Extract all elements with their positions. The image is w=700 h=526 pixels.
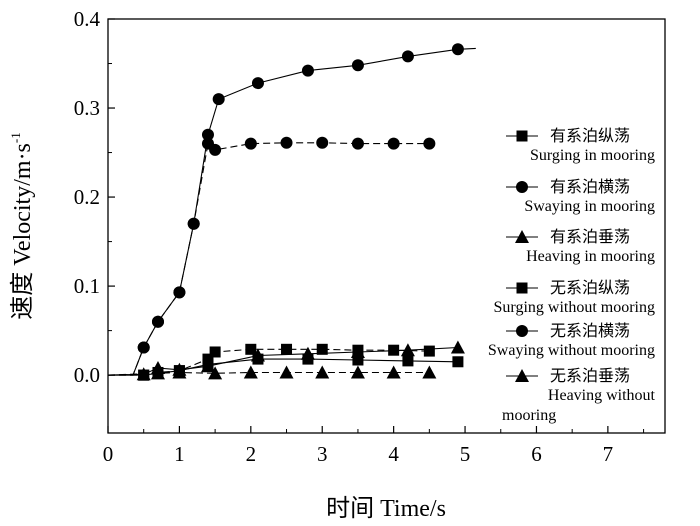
data-point (243, 365, 258, 379)
x-tick-label: 0 (103, 442, 114, 466)
y-axis-title-group: 速度 Velocity/m·s-1 (8, 132, 36, 320)
series-line (107, 371, 430, 376)
series-line (108, 142, 430, 376)
legend-label-en: Heaving without (548, 387, 656, 404)
data-point (351, 137, 364, 150)
legend-label-en: Surging in mooring (530, 147, 655, 164)
legend-label-cn: 无系泊横荡 (550, 322, 630, 340)
y-axis-title: 速度 Velocity/m·s-1 (8, 132, 36, 320)
x-tick-label: 3 (317, 442, 328, 466)
series-line (108, 47, 476, 376)
legend-label-en: Heaving in mooring (526, 248, 655, 265)
data-point (212, 93, 225, 106)
data-point (351, 59, 364, 72)
data-point (350, 365, 365, 379)
data-point (251, 77, 264, 90)
series-line (107, 346, 458, 376)
data-point (209, 346, 221, 358)
x-tick-label: 2 (246, 442, 257, 466)
x-tick-label: 6 (531, 442, 542, 466)
y-tick-label: 0.0 (74, 363, 100, 387)
legend-label-en-2: mooring (502, 407, 556, 424)
legend: 有系泊纵荡 Surging in mooring 有系泊横荡 Swaying in m… (488, 127, 656, 424)
legend-label-en: Swaying in mooring (524, 198, 655, 215)
legend-marker (516, 282, 528, 294)
data-point (151, 315, 164, 328)
y-tick-label: 0.1 (74, 274, 100, 298)
data-point (387, 137, 400, 150)
series-lines (107, 47, 476, 376)
data-point (401, 50, 414, 63)
data-point (250, 348, 265, 362)
data-point (423, 345, 435, 357)
data-point (451, 43, 464, 56)
x-tick-label: 7 (603, 442, 614, 466)
data-point (315, 365, 330, 379)
x-tick-label: 4 (388, 442, 399, 466)
data-point (386, 365, 401, 379)
legend-label-cn: 无系泊垂荡 (550, 367, 630, 385)
data-point (280, 136, 293, 149)
data-point (245, 343, 257, 355)
data-point (422, 365, 437, 379)
legend-marker (515, 230, 529, 243)
series-line (108, 358, 458, 376)
plot-frame (107, 18, 666, 434)
x-tick-label: 5 (460, 442, 471, 466)
data-point (300, 346, 315, 360)
legend-label-cn: 无系泊纵荡 (550, 279, 630, 297)
legend-marker (516, 325, 528, 337)
data-point (279, 365, 294, 379)
data-point (173, 286, 186, 299)
data-point (388, 344, 400, 356)
legend-label-en: Swaying without mooring (488, 342, 655, 359)
legend-label-en: Surging without mooring (494, 299, 656, 316)
data-point (450, 340, 465, 354)
data-point (423, 137, 436, 150)
x-axis: 0 1 2 3 4 5 6 7 (103, 426, 645, 466)
data-point (172, 362, 187, 376)
data-point (244, 137, 257, 150)
data-point (452, 356, 464, 368)
data-point (208, 366, 223, 380)
series-markers (136, 43, 465, 381)
data-point (150, 361, 165, 375)
data-point (136, 367, 151, 381)
legend-marker (516, 130, 528, 142)
legend-marker (515, 369, 529, 382)
y-tick-label: 0.2 (74, 185, 100, 209)
y-axis: 0.0 0.1 0.2 0.3 0.4 (74, 7, 115, 387)
y-axis-title-superscript: -1 (8, 132, 23, 143)
legend-marker (516, 181, 528, 193)
data-point (402, 355, 414, 367)
data-point (201, 128, 214, 141)
y-axis-title-main: 速度 Velocity/m·s (9, 143, 36, 320)
y-tick-label: 0.4 (74, 7, 101, 31)
data-point (281, 343, 293, 355)
data-point (350, 344, 365, 358)
data-point (187, 217, 200, 230)
x-axis-title: 时间 Time/s (326, 495, 446, 522)
data-point (400, 343, 415, 357)
data-point (316, 136, 329, 149)
legend-label-cn: 有系泊纵荡 (550, 127, 630, 145)
data-point (200, 359, 215, 373)
data-point (352, 354, 364, 366)
data-point (137, 341, 150, 354)
legend-label-cn: 有系泊垂荡 (550, 228, 630, 246)
x-tick-label: 1 (174, 442, 185, 466)
data-point (209, 143, 222, 156)
legend-label-cn: 有系泊横荡 (550, 178, 630, 196)
data-point (316, 343, 328, 355)
data-point (301, 64, 314, 77)
y-tick-label: 0.3 (74, 96, 100, 120)
